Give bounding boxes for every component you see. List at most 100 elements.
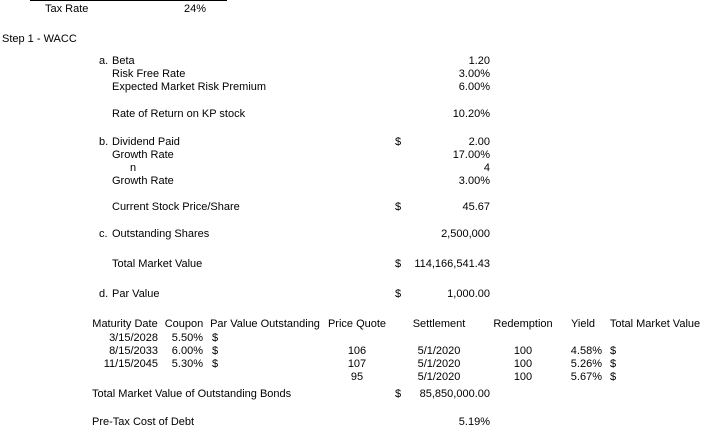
col-header-redemption: Redemption (493, 318, 553, 330)
outstanding-shares-row: c. Outstanding Shares 2,500,000 (0, 228, 706, 241)
bond-redemption: 100 (513, 358, 533, 370)
n-row: n 4 (0, 162, 706, 175)
bond-total-market-value: $ 31,800,000.00 (606, 345, 706, 358)
col-header-total-market-value: Total Market Value (609, 318, 701, 330)
dividend-label: Dividend Paid (112, 136, 180, 148)
rate-of-return-label: Rate of Return on KP stock (112, 108, 246, 120)
growth-rate-1-row: Growth Rate 17.00% (0, 149, 706, 162)
col-header-coupon: Coupon (164, 318, 204, 330)
pretax-cost-row: Pre-Tax Cost of Debt 5.19% (0, 416, 706, 429)
bond-tmv-amount: 38,000,000.00 (606, 371, 706, 384)
bond-price-quote: 107 (347, 358, 367, 370)
col-header-yield: Yield (570, 318, 596, 330)
section-d-letter: d. (99, 288, 109, 300)
bond-par-dollar-sign: $ (212, 358, 219, 370)
bond-maturity: 11/15/2045 (103, 358, 158, 370)
n-label: n (130, 162, 137, 174)
stock-price-dollar-sign: $ (395, 201, 402, 213)
section-a-letter: a. (99, 55, 109, 67)
risk-free-value: 3.00% (458, 68, 490, 80)
total-market-value-label: Total Market Value (112, 258, 203, 270)
bond-settlement: 5/1/2020 (417, 371, 461, 383)
bond-settlement: 5/1/2020 (417, 358, 461, 370)
total-bonds-row: Total Market Value of Outstanding Bonds … (0, 388, 706, 401)
col-header-price-quote: Price Quote (327, 318, 387, 330)
market-premium-label: Expected Market Risk Premium (112, 81, 267, 93)
bond-maturity: 3/15/2028 (109, 332, 158, 344)
bond-par-amount: 30,000,000.00 (210, 332, 706, 345)
bond-par-dollar-sign: $ (212, 345, 219, 357)
bond-maturity: 8/15/2033 (109, 345, 158, 357)
growth-rate-1-value: 17.00% (452, 149, 490, 161)
growth-rate-2-value: 3.00% (458, 175, 490, 187)
n-value: 4 (483, 162, 490, 174)
beta-label: Beta (112, 55, 135, 67)
bond-table-row: 8/15/2033 6.00% $ 15,000,000.00 107 5/1/… (0, 345, 706, 370)
bond-par-value: $ 30,000,000.00 (210, 332, 706, 345)
bond-coupon: 6.00% (171, 345, 203, 357)
bond-par-amount: 15,000,000.00 (210, 345, 706, 358)
tax-rate-value: 24% (184, 3, 207, 15)
bond-price-quote: 106 (347, 345, 367, 357)
growth-rate-2-label: Growth Rate (112, 175, 174, 187)
step-title-row: Step 1 - WACC (0, 33, 706, 46)
cell-top-border (30, 0, 227, 1)
pretax-cost-label: Pre-Tax Cost of Debt (92, 416, 195, 428)
bond-par-value: $ 40,000,000.00 (210, 358, 706, 371)
col-header-maturity-date: Maturity Date (92, 318, 158, 330)
section-b-letter: b. (99, 136, 109, 148)
bond-tmv-dollar-sign: $ (610, 371, 617, 383)
step-title: Step 1 - WACC (2, 33, 77, 45)
bond-total-market-value: $ 38,000,000.00 (606, 371, 706, 384)
col-header-par-value: Par Value Outstanding (210, 318, 320, 330)
section-c-letter: c. (99, 228, 108, 240)
pretax-cost-value: 5.19% (458, 416, 490, 428)
dividend-row: b. Dividend Paid $ 2.00 (0, 136, 706, 149)
bond-par-dollar-sign: $ (212, 332, 219, 344)
bond-price-quote: 95 (350, 371, 364, 383)
bond-table-header-row: Maturity Date Coupon Par Value Outstandi… (0, 318, 706, 331)
bond-coupon: 5.30% (171, 358, 203, 370)
dividend-dollar-sign: $ (395, 136, 402, 148)
risk-free-row: Risk Free Rate 3.00% (0, 68, 706, 81)
rate-of-return-value: 10.20% (452, 108, 490, 120)
bond-yield: 4.58% (570, 345, 602, 357)
growth-rate-1-label: Growth Rate (112, 149, 174, 161)
stock-price-row: Current Stock Price/Share $ 45.67 (0, 201, 706, 214)
dividend-value: 2.00 (468, 136, 490, 148)
total-bonds-dollar-sign: $ (395, 388, 402, 400)
par-value-row: d. Par Value $ 1,000.00 (0, 288, 706, 301)
par-value-dollar-sign: $ (395, 288, 402, 300)
tax-rate-row: Tax Rate 24% (0, 3, 706, 16)
bond-settlement: 5/1/2020 (417, 345, 461, 357)
par-value-value: 1,000.00 (447, 288, 490, 300)
outstanding-shares-value: 2,500,000 (441, 228, 490, 240)
col-header-settlement: Settlement (412, 318, 466, 330)
bond-total-market-value: $ 16,050,000.00 (606, 358, 706, 371)
bond-par-value: $ 15,000,000.00 (210, 345, 706, 358)
bond-tmv-dollar-sign: $ (610, 345, 617, 357)
rate-of-return-row: Rate of Return on KP stock 10.20% (0, 108, 706, 121)
beta-value: 1.20 (468, 55, 490, 67)
total-bonds-value: 85,850,000.00 (419, 388, 490, 400)
bond-tmv-dollar-sign: $ (610, 358, 617, 370)
bond-yield: 5.26% (570, 358, 602, 370)
total-market-value-value: 114,166,541.43 (414, 258, 490, 270)
total-market-value-row: Total Market Value $ 114,166,541.43 (0, 258, 706, 271)
bond-redemption: 100 (513, 345, 533, 357)
tax-rate-label: Tax Rate (45, 3, 89, 15)
stock-price-value: 45.67 (462, 201, 490, 213)
bond-redemption: 100 (513, 371, 533, 383)
stock-price-label: Current Stock Price/Share (112, 201, 240, 213)
outstanding-shares-label: Outstanding Shares (112, 228, 210, 240)
bond-yield: 5.67% (570, 371, 602, 383)
beta-row: a. Beta 1.20 (0, 55, 706, 68)
bond-par-amount: 40,000,000.00 (210, 358, 706, 371)
risk-free-label: Risk Free Rate (112, 68, 186, 80)
bond-coupon: 5.50% (171, 332, 203, 344)
par-value-label: Par Value (112, 288, 160, 300)
growth-rate-2-row: Growth Rate 3.00% (0, 175, 706, 188)
bond-table-row: 11/15/2045 5.30% $ 40,000,000.00 95 5/1/… (0, 358, 706, 383)
market-premium-row: Expected Market Risk Premium 6.00% (0, 81, 706, 94)
